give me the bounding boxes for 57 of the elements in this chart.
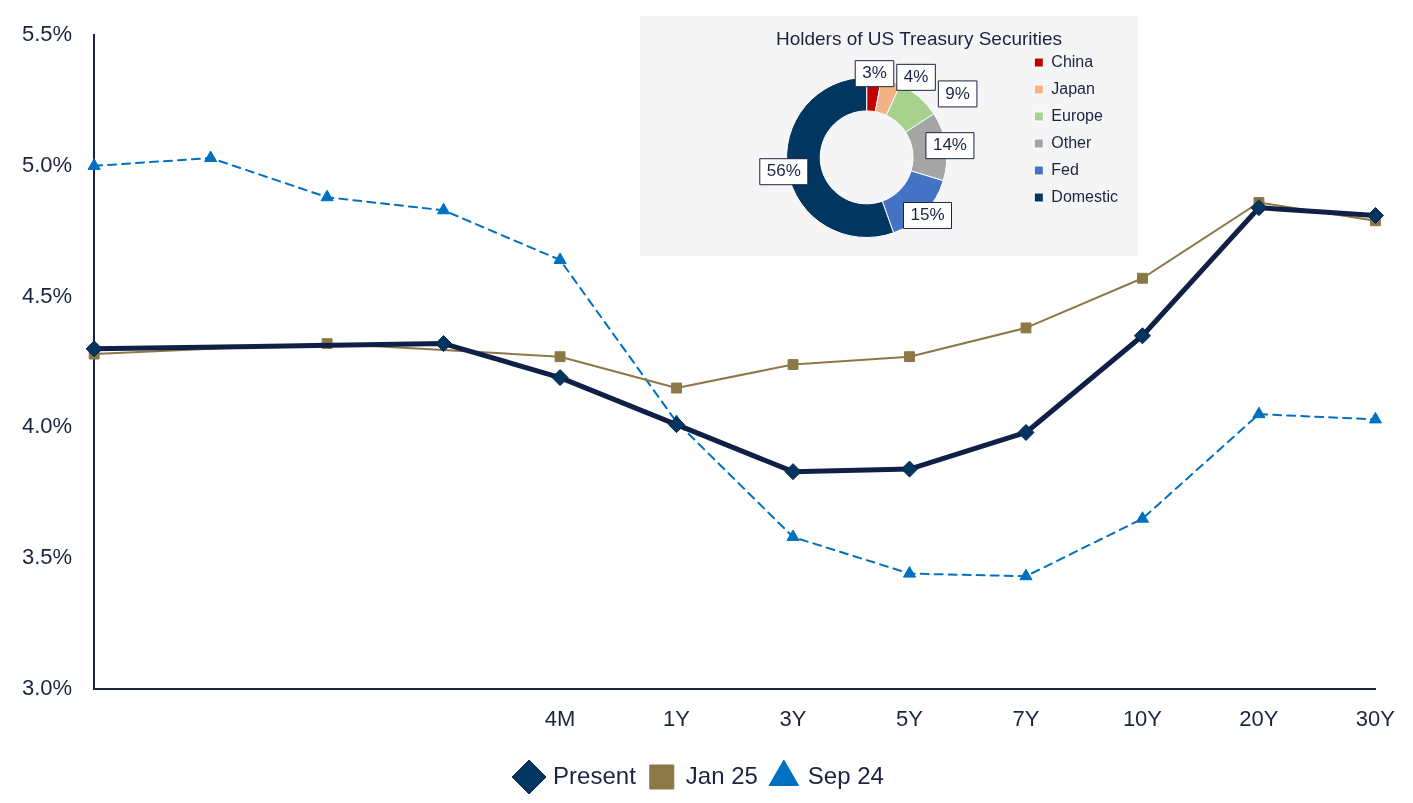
- point: [784, 463, 802, 481]
- point: [204, 150, 218, 163]
- y-tick-label: 3.5%: [21, 543, 73, 569]
- point: [1252, 406, 1266, 419]
- legend-label: Domestic: [1051, 187, 1119, 205]
- point: [1366, 207, 1384, 225]
- x-tick-label: 20Y: [1239, 705, 1279, 731]
- y-tick-label: 5.0%: [21, 151, 73, 177]
- chart-title: Holders of US Treasury Securities: [775, 27, 1063, 49]
- x-tick-label: 1Y: [663, 705, 691, 731]
- point: [1017, 423, 1035, 441]
- point: [553, 252, 567, 264]
- legend-label: China: [1051, 52, 1094, 70]
- legend-label: Fed: [1051, 160, 1079, 178]
- legend-label: Other: [1051, 133, 1093, 151]
- point: [786, 529, 800, 542]
- point: [671, 382, 682, 394]
- x-tick-label: 4M: [544, 705, 576, 731]
- point: [902, 566, 917, 578]
- data-label: 56%: [766, 161, 801, 181]
- point: [1250, 199, 1268, 217]
- y-tick-label: 5.5%: [21, 21, 73, 47]
- point: [901, 460, 919, 478]
- point: [787, 359, 799, 370]
- point: [1133, 327, 1151, 345]
- point: [1135, 511, 1150, 523]
- legend-label: Japan: [1051, 79, 1095, 97]
- y-tick-label: 4.0%: [21, 413, 73, 439]
- x-tick-label: 30Y: [1355, 705, 1396, 731]
- point: [435, 335, 453, 353]
- point: [1019, 568, 1033, 581]
- data-label: 9%: [945, 83, 970, 103]
- point: [668, 416, 686, 434]
- x-tick-label: 7Y: [1012, 705, 1040, 731]
- legend-label: Sep 24: [807, 761, 884, 789]
- point: [1020, 322, 1032, 334]
- x-tick-label: 3Y: [779, 705, 807, 731]
- point: [85, 340, 103, 358]
- x-tick-label: 10Y: [1122, 705, 1163, 731]
- data-label: 3%: [862, 63, 887, 83]
- point: [320, 189, 334, 202]
- data-label: 4%: [903, 67, 929, 87]
- data-label: 14%: [932, 135, 967, 155]
- point: [554, 351, 566, 363]
- x-tick-label: 5Y: [896, 705, 924, 731]
- point: [87, 158, 101, 170]
- point: [1368, 411, 1382, 424]
- legend-label: Europe: [1051, 106, 1104, 124]
- data-label: 15%: [910, 205, 945, 225]
- point: [904, 351, 915, 363]
- legend-label: Jan 25: [685, 761, 758, 789]
- point: [1137, 272, 1148, 284]
- legend-label: Present: [553, 761, 637, 789]
- y-tick-label: 4.5%: [21, 282, 73, 308]
- point: [437, 202, 451, 215]
- point: [551, 369, 569, 387]
- y-tick-label: 3.0%: [21, 674, 73, 700]
